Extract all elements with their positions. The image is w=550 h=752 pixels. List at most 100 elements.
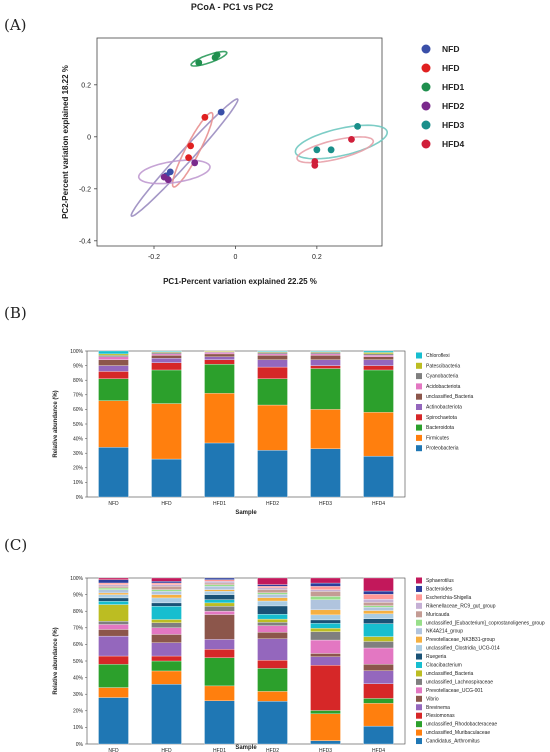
y-tick-label: 80% (73, 378, 84, 384)
bar-hfd3-bacteroidota (310, 368, 341, 410)
legend-swatch-ruegeria (416, 653, 422, 660)
bar-hfd3-unclassified-clostridia-ucg-014 (310, 614, 341, 621)
legend-swatch-nk4a214-group (416, 628, 422, 635)
bar-nfd-ruegeria (98, 597, 129, 602)
y-tick-label: 10% (73, 725, 84, 731)
bar-hfd1-unclassified-rhodobacteraceae (204, 657, 235, 687)
bar-hfd1-unclassified-eubacterium-coprostanoligenes-group (204, 584, 235, 587)
legend-label-prevotellaceae-nk3b31-group: Prevotellaceae_NK3B31-group (426, 637, 495, 643)
bar-hfd1-prevotellaceae-nk3b31-group (204, 589, 235, 592)
x-tick-label-nfd: NFD (108, 748, 119, 752)
bar-nfd-acidobacteriota (98, 356, 129, 360)
bar-hfd2-proteobacteria (257, 450, 288, 498)
bar-hfd3-unclassified-bacteria (310, 355, 341, 360)
legend-swatch-firmicutes (416, 434, 422, 441)
bar-hfd2-rikenellaceae-rc9-gut-group (257, 587, 288, 590)
y-tick-label: 0 (87, 134, 91, 141)
bar-hfd-prevotellaceae-ucg-001 (151, 627, 182, 635)
legend-label-unclassified-muribaculaceae: unclassified_Muribaculaceae (426, 730, 490, 736)
legend-label-unclassified-bacteria: unclassified_Bacteria (426, 394, 473, 400)
ellipse-hfd (171, 111, 214, 188)
bar-nfd-patescibacteria (98, 353, 129, 356)
y-tick-label: 50% (73, 422, 84, 428)
bar-hfd2-candidatus-arthromitus (257, 701, 288, 745)
bar-hfd1-nk4a214-group (204, 586, 235, 590)
bar-hfd-bacteroides (151, 581, 182, 584)
bar-hfd4-patescibacteria (363, 352, 394, 355)
legend-swatch-cloacibacterium (416, 662, 422, 668)
bar-hfd3-unclassified-bacteria (310, 628, 341, 632)
legend-swatch-sphaerotilus (416, 577, 422, 584)
legend-swatch-proteobacteria (416, 445, 422, 452)
pcoa-points (160, 51, 361, 184)
bar-hfd1-unclassified-bacteria (204, 353, 235, 357)
legend-swatch-rikenellaceae-rc9-gut-group (416, 602, 422, 609)
bar-hfd2-ruegeria (257, 605, 288, 615)
bar-hfd2-cloacibacterium (257, 614, 288, 620)
bar-hfd3-prevotellaceae-ucg-001 (310, 639, 341, 654)
bar-hfd-unclassified-lachnospiraceae (151, 622, 182, 628)
legend-swatch-actinobacteriota (416, 404, 422, 410)
bar-hfd-unclassified-rhodobacteraceae (151, 660, 182, 672)
legend-marker-hfd3 (421, 120, 431, 130)
y-tick-label: 100% (70, 576, 83, 582)
legend-label-unclassified-eubacterium-coprostanoligenes-group: unclassified_[Eubacterium]_coprostanolig… (426, 620, 545, 626)
bar-hfd-unclassified-bacteria (151, 619, 182, 623)
bar-hfd4-unclassified-clostridia-ucg-014 (363, 613, 394, 619)
bar-hfd-bacteroidota (151, 369, 182, 404)
genus-x-axis-title: Sample (235, 745, 257, 751)
bar-hfd2-prevotellaceae-ucg-001 (257, 625, 288, 633)
bar-hfd4-cyanobacteria (363, 353, 394, 356)
pcoa-x-axis-title: PC1-Percent variation explained 22.25 % (163, 277, 317, 286)
bar-hfd-actinobacteriota (151, 358, 182, 363)
bar-hfd3-plesiomonas (310, 665, 341, 711)
bar-hfd2-vibrio (257, 632, 288, 639)
bar-hfd2-prevotellaceae-nk3b31-group (257, 597, 288, 602)
bar-hfd2-escherichia-shigella (257, 586, 288, 589)
bar-hfd4-vibrio (363, 664, 394, 671)
bar-hfd1-bacteroides (204, 577, 235, 580)
legend-label-firmicutes: Firmicutes (426, 435, 450, 441)
pcoa-legend: NFD HFD HFD1 HFD2 HFD3 HFD4 (421, 44, 464, 149)
y-tick-label: 30% (73, 692, 84, 698)
bar-nfd-candidatus-arthromitus (98, 697, 129, 745)
bar-hfd-candidatus-arthromitus (151, 684, 182, 745)
bar-hfd1-candidatus-arthromitus (204, 700, 235, 745)
bar-hfd1-acidobacteriota (204, 352, 235, 355)
bar-hfd1-vibrio (204, 614, 235, 640)
phylum-x-axis-title: Sample (235, 510, 257, 516)
legend-swatch-unclassified-muribaculaceae (416, 729, 422, 736)
bar-hfd-plesiomonas (151, 655, 182, 662)
bar-hfd3-unclassified-lachnospiraceae (310, 631, 341, 641)
phylum-frame (86, 350, 406, 498)
bar-hfd3-sphaerotilus (310, 577, 341, 584)
bar-nfd-unclassified-lachnospiraceae (98, 621, 129, 625)
bar-hfd4-prevotellaceae-nk3b31-group (363, 610, 394, 614)
legend-label-bacteroidota: Bacteroidota (426, 425, 454, 431)
pcoa-ellipses (130, 50, 389, 217)
ellipse-nfd (130, 98, 239, 217)
bar-nfd-firmicutes (98, 400, 129, 448)
bar-nfd-proteobacteria (98, 447, 129, 498)
legend-label-hfd3: HFD3 (442, 120, 464, 130)
bar-hfd-unclassified-bacteria (151, 355, 182, 359)
bar-hfd1-unclassified-bacteria (204, 602, 235, 607)
bar-hfd3-prevotellaceae-nk3b31-group (310, 609, 341, 616)
bar-hfd4-escherichia-shigella (363, 594, 394, 600)
bar-hfd-brevinema (151, 642, 182, 657)
bar-hfd4-proteobacteria (363, 455, 394, 498)
bar-nfd-bacteroidota (98, 378, 129, 401)
legend-label-cloacibacterium: Cloacibacterium (426, 663, 462, 669)
legend-swatch-brevinema (416, 704, 422, 711)
bar-hfd4-spirochaetota (363, 365, 394, 371)
bar-hfd2-acidobacteriota (257, 353, 288, 356)
bar-hfd-muricauda (151, 586, 182, 590)
bar-nfd-vibrio (98, 629, 129, 637)
y-tick-label: 0.2 (81, 82, 91, 89)
point-hfd-2 (187, 142, 195, 150)
legend-label-bacteroides: Bacteroides (426, 586, 453, 592)
genus-y-axis-title: Relative abundance (%) (53, 627, 59, 694)
legend-swatch-spirochaetota (416, 414, 422, 421)
bar-hfd1-ruegeria (204, 594, 235, 600)
